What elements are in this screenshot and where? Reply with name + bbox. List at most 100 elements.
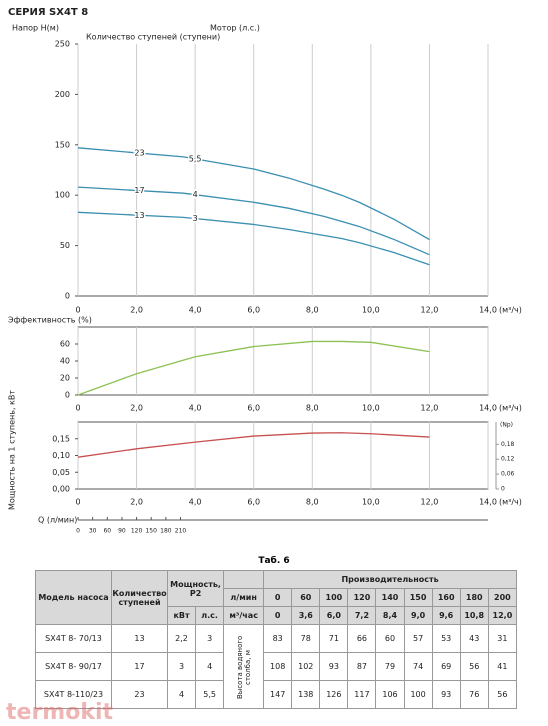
head-cell: 76 — [459, 680, 489, 709]
y-tick-label: 250 — [55, 40, 70, 49]
head-cell: 117 — [347, 680, 377, 709]
chart-title: СЕРИЯ SX4T 8 — [8, 7, 88, 18]
y-tick-label: 0,10 — [52, 451, 70, 460]
table-title: Таб. 6 — [258, 556, 290, 566]
header-cell: 160 — [431, 588, 461, 607]
kw-cell: 3 — [166, 652, 197, 681]
x-tick-label: 8,0 — [306, 404, 319, 413]
head-cell: 102 — [291, 652, 321, 681]
y-axis-label: Напор H(м) — [12, 24, 59, 33]
plot-frame — [77, 326, 489, 396]
x-tick-label: 10,0 — [362, 404, 380, 413]
stages-cell: 23 — [111, 680, 168, 709]
y-tick-label: 60 — [60, 340, 70, 349]
header-cell: Модель насоса — [35, 570, 112, 625]
header-cell: Мощность, Р2 — [166, 570, 225, 607]
head-cell: 43 — [459, 624, 489, 653]
header-cell: 60 — [291, 588, 321, 607]
x-tick-label: 2,0 — [130, 306, 143, 315]
model-cell: SX4T 8- 70/13 — [35, 624, 112, 653]
head-cell: 56 — [459, 652, 489, 681]
head-cell: 108 — [263, 652, 293, 681]
x-tick-label: 6,0 — [247, 498, 260, 507]
head-cell: 31 — [487, 624, 518, 653]
head-cell: 79 — [375, 652, 405, 681]
stages-cell: 13 — [111, 624, 168, 653]
header-cell: 9,6 — [431, 606, 461, 625]
header-cell: 100 — [319, 588, 349, 607]
x-tick-label: 2,0 — [130, 404, 143, 413]
y-tick-label: 0 — [65, 292, 70, 301]
x2-tick-label: 180 — [160, 528, 172, 535]
y-tick-label: 200 — [55, 90, 70, 99]
table-row: л/мин 0 60 100 120 140 150 160 180 200 — [36, 588, 518, 607]
x-axis-unit: (м³/ч) — [499, 306, 522, 315]
head-cell: 87 — [347, 652, 377, 681]
pump-table: Модель насоса Количество ступеней Мощность… — [35, 570, 518, 709]
hp-cell: 3 — [195, 624, 225, 653]
header-cell: л/мин — [223, 588, 265, 607]
header-cell: 3,6 — [291, 606, 321, 625]
efficiency-curve — [77, 340, 430, 396]
head-cell: 60 — [375, 624, 405, 653]
x-tick-label: 14,0 — [479, 306, 497, 315]
head-label-cell: Высота водяного столба, м — [223, 624, 264, 709]
watermark: termokit — [6, 700, 114, 725]
header-cell: 0 — [263, 606, 293, 625]
table-row: SX4T 8-110/23 23 4 5,5 147 138 126 117 106 100 93 7… — [35, 680, 518, 709]
head-cell: 147 — [263, 680, 293, 709]
y2-tick-label: 0,06 — [501, 471, 515, 478]
power-curve — [77, 432, 430, 458]
y-tick-label: 50 — [60, 241, 70, 250]
x2-tick-label: 150 — [145, 528, 157, 535]
x-tick-label: 4,0 — [189, 306, 202, 315]
stage-label: 23 — [134, 149, 144, 158]
head-cell: 83 — [263, 624, 293, 653]
hp-cell: 5,5 — [195, 680, 225, 709]
x-tick-label: 14,0 — [479, 404, 497, 413]
header-cell: 150 — [403, 588, 433, 607]
motor-label: 5,5 — [189, 154, 202, 163]
y-tick-label: 0,00 — [52, 485, 70, 494]
x-tick-label: 0 — [75, 306, 80, 315]
head-cell: 74 — [403, 652, 433, 681]
x-axis-unit: (м³/ч) — [499, 498, 522, 507]
table-row: SX4T 8- 90/17 17 3 4 108 102 93 87 79 74 69 56 41 — [35, 652, 518, 681]
header-cell: 12,0 — [487, 606, 518, 625]
x-tick-label: 8,0 — [306, 306, 319, 315]
x-tick-label: 6,0 — [247, 306, 260, 315]
x-tick-label: 4,0 — [189, 404, 202, 413]
motor-label: 4 — [193, 190, 198, 199]
head-curve — [77, 211, 430, 266]
annotation: Мотор (л.с.) — [210, 24, 260, 33]
table-row: SX4T 8- 70/13 13 2,2 3 Высота водяного столб… — [35, 624, 518, 709]
model-cell: SX4T 8- 90/17 — [35, 652, 112, 681]
header-cell: Производительность — [263, 570, 517, 589]
header-cell — [223, 570, 265, 589]
head-cell: 138 — [291, 680, 321, 709]
x2-tick-label: 120 — [131, 528, 143, 535]
stages-cell: 17 — [111, 652, 168, 681]
header-cell: л.с. — [195, 606, 225, 625]
head-cell: 56 — [487, 680, 518, 709]
header-cell: 7,2 — [347, 606, 377, 625]
x-tick-label: 0 — [75, 498, 80, 507]
header-cell: 200 — [487, 588, 518, 607]
x-tick-label: 10,0 — [362, 498, 380, 507]
x2-tick-label: 0 — [76, 528, 80, 535]
header-cell: кВт — [166, 606, 197, 625]
header-cell: 10,8 — [459, 606, 489, 625]
x-tick-label: 0 — [75, 404, 80, 413]
head-curve — [77, 147, 430, 241]
head-cell: 100 — [403, 680, 433, 709]
y-tick-label: 20 — [60, 374, 70, 383]
x-tick-label: 10,0 — [362, 306, 380, 315]
y2-axis-label: (Np) — [500, 422, 513, 429]
header-cell: 140 — [375, 588, 405, 607]
y-axis-label: Эффективность (%) — [8, 316, 92, 325]
x-tick-label: 12,0 — [421, 306, 439, 315]
x-tick-label: 12,0 — [421, 404, 439, 413]
charts: СЕРИЯ SX4T 8 Напор H(м) Количество ступене… — [8, 7, 522, 535]
header-cell: 0 — [263, 588, 293, 607]
y-tick-label: 150 — [55, 140, 70, 149]
